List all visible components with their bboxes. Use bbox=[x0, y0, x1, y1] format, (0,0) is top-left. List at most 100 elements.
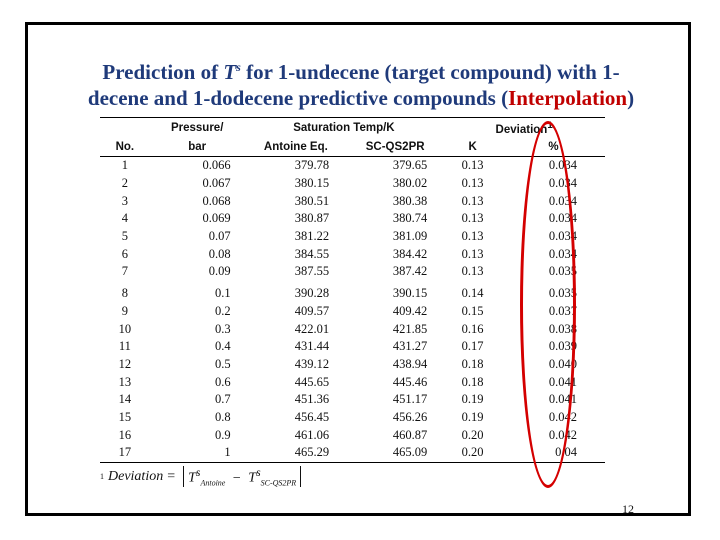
cell-pressure: 0.08 bbox=[208, 246, 231, 261]
cell-scqs2pr: 380.74 bbox=[392, 211, 428, 226]
deviation-highlight-oval bbox=[520, 121, 576, 488]
cell-pressure: 0.6 bbox=[215, 374, 231, 389]
cell-scqs2pr: 390.15 bbox=[392, 286, 428, 301]
table-row: 15 0.8 456.45 456.26 0.19 0.042 bbox=[100, 409, 605, 427]
cell-no: 4 bbox=[121, 211, 128, 226]
cell-scqs2pr: 465.09 bbox=[347, 444, 444, 463]
cell-antoine: 431.44 bbox=[294, 339, 330, 354]
cell-k: 0.17 bbox=[461, 339, 484, 354]
title-line2-prefix: decene and 1-dodecene predictive compoun… bbox=[87, 86, 509, 110]
cell-scqs2pr: 409.42 bbox=[392, 303, 428, 318]
title-line-1: Prediction of Ts for 1-undecene (target … bbox=[28, 54, 694, 85]
formula-t1-sup: s bbox=[195, 466, 201, 479]
cell-antoine: 422.01 bbox=[294, 321, 330, 336]
cell-no: 2 bbox=[121, 176, 128, 191]
formula-t1-sub: Antoine bbox=[200, 478, 226, 488]
cell-scqs2pr: 445.46 bbox=[392, 374, 428, 389]
cell-pressure: 0.068 bbox=[202, 193, 231, 208]
cell-no: 15 bbox=[118, 409, 132, 424]
title-symbol-sup: s bbox=[236, 60, 241, 74]
cell-k: 0.18 bbox=[461, 374, 484, 389]
table-row: 4 0.069 380.87 380.74 0.13 0.034 bbox=[100, 210, 605, 228]
cell-scqs2pr: 438.94 bbox=[392, 356, 428, 371]
formula-abs: TsAntoine − TsSC-QS2PR bbox=[183, 466, 302, 488]
deviation-formula: 1 Deviation = TsAntoine − TsSC-QS2PR bbox=[100, 466, 302, 488]
cell-scqs2pr: 421.85 bbox=[392, 321, 428, 336]
cell-scqs2pr: 460.87 bbox=[392, 427, 428, 442]
formula-minus: − bbox=[232, 470, 241, 486]
cell-pressure: 0.066 bbox=[202, 158, 231, 173]
cell-scqs2pr: 384.42 bbox=[392, 246, 428, 261]
cell-antoine: 381.22 bbox=[294, 229, 330, 244]
cell-k: 0.13 bbox=[461, 211, 484, 226]
cell-no: 11 bbox=[118, 339, 131, 354]
cell-k: 0.13 bbox=[461, 229, 484, 244]
formula-label: Deviation bbox=[108, 468, 164, 484]
slide-frame: Prediction of Ts for 1-undecene (target … bbox=[25, 22, 691, 516]
title-symbol: Ts bbox=[223, 60, 241, 84]
cell-scqs2pr: 379.65 bbox=[392, 158, 428, 173]
cell-pressure: 0.9 bbox=[215, 427, 231, 442]
cell-scqs2pr: 451.17 bbox=[392, 392, 428, 407]
cell-pressure: 0.09 bbox=[208, 264, 231, 279]
cell-no: 14 bbox=[118, 392, 132, 407]
formula-t2-sup: s bbox=[256, 466, 261, 479]
cell-pressure: 1 bbox=[149, 444, 245, 463]
table-row: 5 0.07 381.22 381.09 0.13 0.034 bbox=[100, 228, 605, 246]
header-row-1: Pressure/ Saturation Temp/K Deviation1 bbox=[100, 117, 605, 137]
header-empty-no bbox=[100, 117, 150, 137]
table-row: 17 1 465.29 465.09 0.20 0.04 bbox=[100, 444, 605, 463]
page-number: 12 bbox=[622, 502, 634, 516]
header-antoine: Antoine Eq. bbox=[244, 137, 348, 157]
header-k: K bbox=[443, 137, 503, 157]
cell-antoine: 384.55 bbox=[294, 246, 330, 261]
title-line2-suffix: ) bbox=[627, 86, 635, 110]
formula-t2: T bbox=[248, 470, 257, 486]
cell-k: 0.19 bbox=[461, 409, 484, 424]
cell-pressure: 0.7 bbox=[215, 392, 231, 407]
header-bar: bar bbox=[149, 137, 245, 157]
cell-no: 8 bbox=[121, 286, 128, 301]
formula-equals: = bbox=[167, 468, 176, 484]
cell-k: 0.19 bbox=[461, 392, 484, 407]
title-symbol-letter: T bbox=[223, 60, 237, 84]
cell-antoine: 380.15 bbox=[294, 176, 330, 191]
cell-antoine: 445.65 bbox=[294, 374, 330, 389]
header-saturation-temp: Saturation Temp/K bbox=[244, 117, 444, 137]
table-row: 2 0.067 380.15 380.02 0.13 0.034 bbox=[100, 175, 605, 193]
cell-antoine: 390.28 bbox=[294, 286, 330, 301]
cell-pressure: 0.3 bbox=[215, 321, 231, 336]
title-line1-suffix: for 1-undecene (target compound) with 1- bbox=[240, 60, 620, 84]
cell-antoine: 379.78 bbox=[294, 158, 330, 173]
cell-antoine: 380.87 bbox=[294, 211, 330, 226]
header-deviation: Deviation1 bbox=[443, 117, 605, 137]
table-row: 16 0.9 461.06 460.87 0.20 0.042 bbox=[100, 426, 605, 444]
cell-k: 0.13 bbox=[461, 193, 484, 208]
cell-scqs2pr: 387.42 bbox=[392, 264, 428, 279]
cell-no: 5 bbox=[121, 229, 128, 244]
cell-k: 0.13 bbox=[461, 176, 484, 191]
cell-no: 12 bbox=[118, 356, 132, 371]
cell-k: 0.15 bbox=[461, 303, 484, 318]
cell-antoine: 465.29 bbox=[244, 444, 348, 463]
formula-note: 1 bbox=[100, 472, 104, 482]
cell-no: 6 bbox=[121, 246, 128, 261]
cell-antoine: 380.51 bbox=[294, 193, 330, 208]
header-deviation-label: Deviation bbox=[495, 123, 548, 136]
cell-no: 17 bbox=[100, 444, 150, 463]
cell-antoine: 456.45 bbox=[294, 409, 330, 424]
cell-antoine: 461.06 bbox=[294, 427, 330, 442]
cell-k: 0.20 bbox=[461, 427, 484, 442]
cell-k: 0.14 bbox=[461, 286, 484, 301]
cell-scqs2pr: 456.26 bbox=[392, 409, 428, 424]
header-pressure: Pressure/ bbox=[149, 117, 245, 137]
title-line-2: decene and 1-dodecene predictive compoun… bbox=[28, 85, 694, 111]
cell-antoine: 439.12 bbox=[294, 356, 330, 371]
cell-pressure: 0.8 bbox=[215, 409, 231, 424]
cell-no: 13 bbox=[118, 374, 132, 389]
cell-pressure: 0.5 bbox=[215, 356, 231, 371]
header-scqs2pr: SC-QS2PR bbox=[347, 137, 444, 157]
cell-pressure: 0.067 bbox=[202, 176, 231, 191]
cell-no: 9 bbox=[121, 303, 128, 318]
title-highlight: Interpolation bbox=[508, 86, 628, 110]
